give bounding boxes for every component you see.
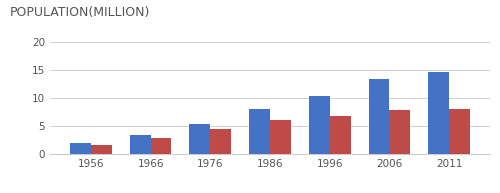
- Bar: [190, 124, 210, 154]
- Bar: [309, 96, 330, 154]
- Bar: [428, 72, 449, 154]
- Bar: [368, 79, 390, 154]
- Bar: [270, 120, 291, 154]
- Bar: [130, 135, 150, 154]
- Bar: [91, 145, 112, 154]
- Bar: [330, 116, 350, 154]
- Bar: [249, 108, 270, 154]
- Bar: [390, 110, 410, 154]
- Text: POPULATION(MILLION): POPULATION(MILLION): [10, 6, 150, 19]
- Bar: [150, 138, 172, 154]
- Bar: [449, 108, 470, 154]
- Bar: [70, 143, 91, 154]
- Bar: [210, 129, 231, 154]
